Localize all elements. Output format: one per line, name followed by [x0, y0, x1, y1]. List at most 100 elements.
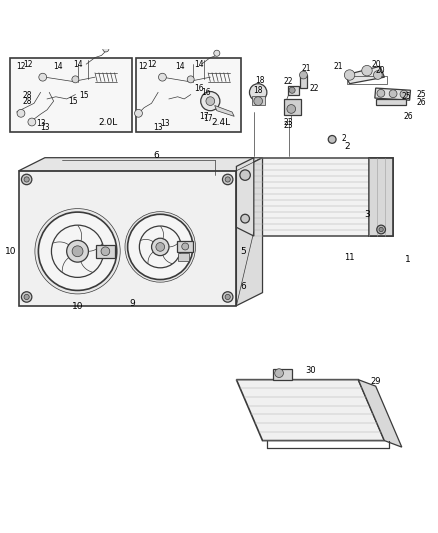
Text: 28: 28 [23, 96, 32, 106]
Text: 21: 21 [334, 62, 343, 71]
Bar [252, 96, 265, 104]
Bar [96, 245, 116, 258]
Polygon shape [254, 158, 393, 236]
Text: 12: 12 [147, 60, 156, 69]
Circle shape [389, 90, 397, 98]
Text: 20: 20 [372, 60, 381, 69]
Polygon shape [345, 66, 385, 84]
Text: 2: 2 [342, 134, 346, 143]
Text: 26: 26 [416, 99, 426, 107]
Text: 6: 6 [240, 281, 246, 290]
Polygon shape [19, 158, 262, 171]
Text: 11: 11 [344, 253, 355, 262]
Text: 29: 29 [371, 377, 381, 386]
Circle shape [400, 90, 408, 98]
Circle shape [127, 214, 193, 279]
Circle shape [379, 228, 383, 232]
Bar [288, 86, 299, 94]
Text: 14: 14 [194, 60, 204, 69]
Circle shape [21, 292, 32, 302]
Circle shape [67, 240, 88, 262]
Text: 13: 13 [153, 123, 163, 132]
Text: 17: 17 [203, 114, 213, 123]
Circle shape [152, 238, 169, 256]
Text: 12: 12 [16, 62, 26, 71]
Circle shape [241, 214, 250, 223]
Text: 1: 1 [406, 255, 411, 264]
Text: 6: 6 [153, 151, 159, 160]
Text: 13: 13 [36, 119, 46, 128]
Circle shape [214, 50, 220, 56]
Circle shape [187, 76, 194, 83]
Polygon shape [369, 158, 393, 236]
Text: 22: 22 [310, 84, 319, 93]
Circle shape [134, 109, 142, 117]
Polygon shape [237, 158, 254, 236]
Bar [177, 241, 194, 252]
Circle shape [223, 174, 233, 184]
Text: 2.0L: 2.0L [99, 118, 118, 127]
Text: 18: 18 [254, 86, 263, 95]
Circle shape [240, 170, 251, 180]
Text: 25: 25 [401, 92, 411, 101]
Bar [178, 253, 189, 261]
Text: 16: 16 [194, 84, 204, 93]
Circle shape [24, 177, 29, 182]
Text: 23: 23 [284, 118, 293, 127]
Text: 3: 3 [364, 210, 370, 219]
Circle shape [201, 92, 220, 111]
Text: 14: 14 [53, 62, 63, 71]
Circle shape [101, 247, 110, 256]
Text: 15: 15 [68, 96, 78, 106]
Circle shape [72, 246, 83, 257]
Bar [347, 76, 387, 84]
Text: 13: 13 [40, 123, 50, 132]
Bar [376, 99, 406, 106]
Text: 5: 5 [240, 247, 246, 256]
Circle shape [287, 104, 296, 114]
Text: 16: 16 [201, 88, 211, 97]
Text: 10: 10 [72, 302, 83, 311]
Text: 25: 25 [416, 90, 426, 99]
Text: 2.4L: 2.4L [212, 118, 231, 127]
Text: 2: 2 [345, 142, 350, 151]
Bar [19, 171, 237, 305]
Bar [10, 58, 132, 132]
Polygon shape [358, 379, 402, 447]
Circle shape [206, 97, 215, 106]
Circle shape [156, 243, 165, 251]
Polygon shape [237, 158, 262, 305]
Bar [300, 75, 307, 88]
Circle shape [159, 73, 166, 81]
Polygon shape [215, 106, 234, 116]
Text: 23: 23 [284, 120, 293, 130]
Circle shape [275, 369, 283, 377]
Circle shape [377, 225, 385, 234]
Text: 30: 30 [305, 367, 316, 375]
Circle shape [328, 135, 336, 143]
Circle shape [72, 76, 79, 83]
Circle shape [21, 174, 32, 184]
Circle shape [377, 90, 385, 97]
Text: 20: 20 [375, 66, 385, 75]
Text: 9: 9 [129, 299, 135, 308]
Text: 28: 28 [23, 91, 32, 100]
Bar [284, 99, 301, 115]
Circle shape [39, 73, 47, 81]
Polygon shape [375, 88, 410, 100]
Circle shape [24, 294, 29, 300]
Circle shape [28, 118, 36, 126]
Circle shape [35, 208, 120, 294]
Circle shape [225, 177, 230, 182]
Polygon shape [237, 379, 385, 441]
Circle shape [39, 212, 117, 290]
Text: 14: 14 [175, 62, 185, 71]
Text: 14: 14 [73, 60, 82, 69]
Text: 18: 18 [255, 76, 264, 85]
Circle shape [362, 66, 372, 76]
Circle shape [344, 70, 355, 80]
Text: 22: 22 [283, 77, 293, 86]
Circle shape [225, 294, 230, 300]
Circle shape [17, 109, 25, 117]
Circle shape [103, 46, 109, 52]
